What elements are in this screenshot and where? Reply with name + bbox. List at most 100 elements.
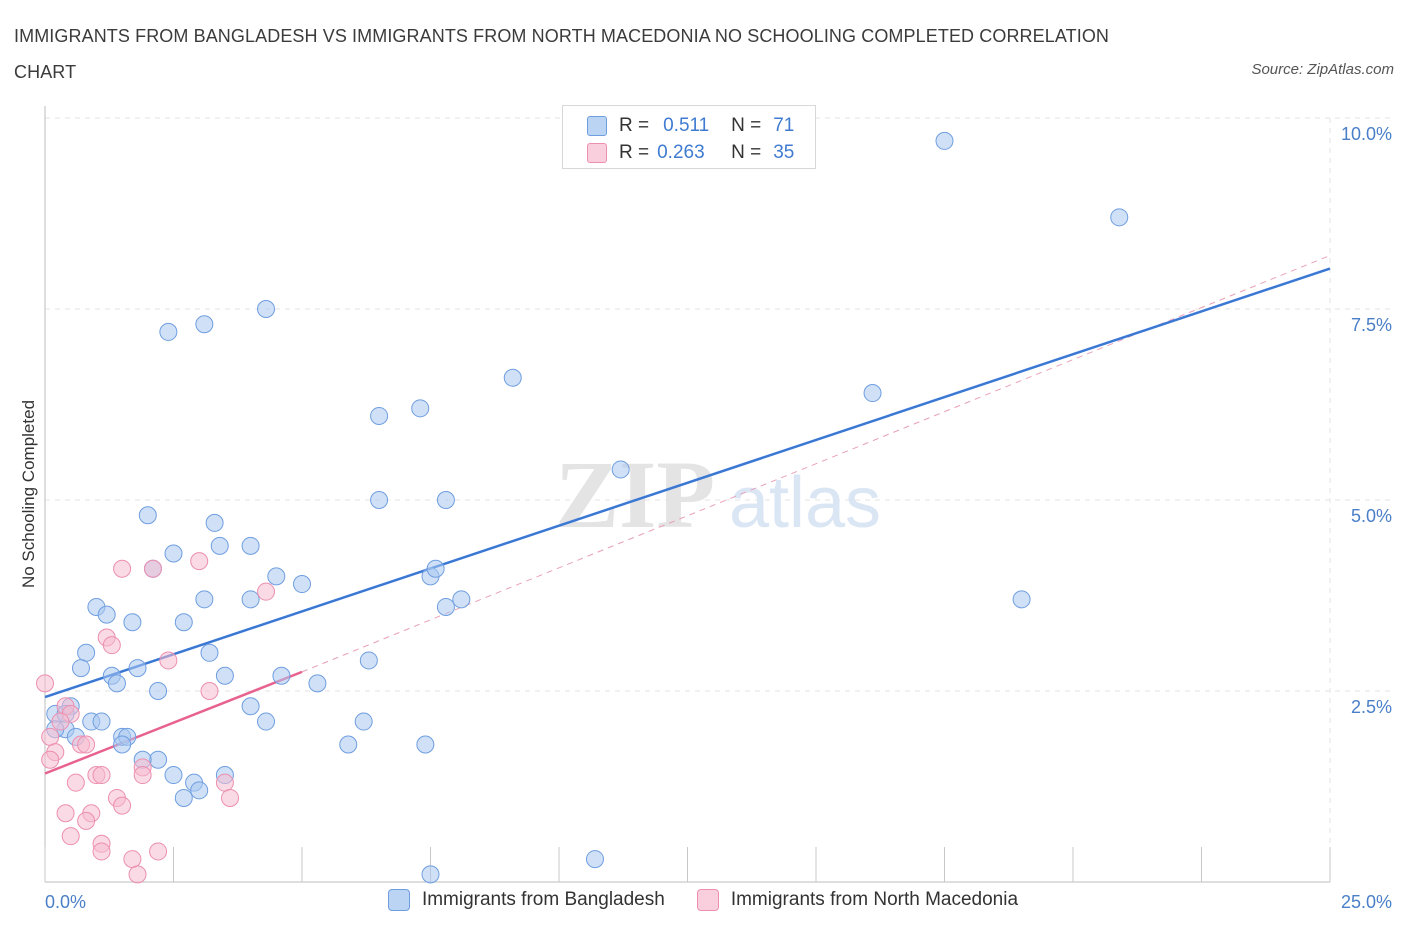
legend-item-north-macedonia: Immigrants from North Macedonia [696,889,1019,911]
point-bangladesh [113,735,132,754]
point-bangladesh [195,590,214,609]
point-bangladesh [370,406,389,425]
point-bangladesh [503,368,522,387]
point-north-macedonia [113,559,132,578]
legend-item-bangladesh: Immigrants from Bangladesh [387,889,665,911]
y-axis-label: No Schooling Completed [19,400,38,588]
point-north-macedonia [113,796,132,815]
point-north-macedonia [123,850,142,869]
legend-swatch-north-macedonia [587,143,607,163]
point-north-macedonia [149,842,168,861]
point-bangladesh [138,506,157,525]
point-bangladesh [123,613,142,632]
point-bangladesh [935,131,954,150]
legend-n-value: 71 [773,115,795,136]
point-bangladesh [71,659,90,678]
point-bangladesh [195,315,214,334]
y-tick-label: 7.5% [1351,315,1392,335]
point-bangladesh [97,605,116,624]
point-bangladesh [411,399,430,418]
legend-label-north-macedonia: Immigrants from North Macedonia [730,889,1019,910]
legend-row-north-macedonia: R = 0.263 N = 35 [587,141,794,165]
point-bangladesh [267,567,286,586]
point-north-macedonia [77,811,96,830]
point-north-macedonia [128,865,147,884]
point-bangladesh [92,712,111,731]
point-north-macedonia [36,674,54,693]
watermark-zip: ZIP [555,441,715,548]
point-bangladesh [190,781,209,800]
legend-n-label: N = [731,115,762,136]
series-legend: Immigrants from Bangladesh Immigrants fr… [0,889,1406,911]
point-north-macedonia [215,773,234,792]
point-north-macedonia [92,766,111,785]
point-bangladesh [308,674,327,693]
trend-line-1 [44,670,303,775]
chart-title: IMMIGRANTS FROM BANGLADESH VS IMMIGRANTS… [14,26,1110,82]
point-north-macedonia [41,750,60,769]
point-bangladesh [421,865,440,884]
point-bangladesh [174,613,193,632]
point-bangladesh [107,674,126,693]
point-bangladesh [359,651,378,670]
point-bangladesh [241,590,260,609]
point-north-macedonia [66,773,85,792]
point-bangladesh [370,491,389,509]
point-bangladesh [128,659,147,678]
point-north-macedonia [102,636,121,655]
point-north-macedonia [143,559,162,578]
point-bangladesh [164,766,183,785]
point-bangladesh [149,682,168,700]
point-north-macedonia [190,552,209,571]
point-north-macedonia [257,582,276,601]
legend-r-value: 0.263 [657,142,705,163]
point-bangladesh [436,491,455,509]
legend-swatch-north-macedonia [696,889,719,911]
point-bangladesh [416,735,435,754]
point-north-macedonia [51,712,70,731]
point-bangladesh [257,300,276,318]
x-tick-label: 0.0% [45,892,86,912]
point-bangladesh [164,544,183,563]
point-bangladesh [354,712,373,731]
legend-r-label: R = [619,142,650,163]
trend-lines [44,255,1331,775]
legend-swatch-bangladesh [387,889,410,911]
point-bangladesh [339,735,358,754]
point-bangladesh [210,536,229,555]
point-north-macedonia [92,842,111,861]
point-north-macedonia [221,788,240,807]
legend-n-value: 35 [773,142,795,163]
point-bangladesh [426,559,445,578]
data-points [36,131,1129,884]
point-north-macedonia [133,766,152,785]
legend-label-bangladesh: Immigrants from Bangladesh [421,889,665,910]
legend-r-label: R = [619,115,650,136]
point-bangladesh [257,712,276,731]
legend-row-bangladesh: R = 0.511 N = 71 [587,114,794,138]
point-bangladesh [241,697,260,716]
point-north-macedonia [56,804,75,823]
point-north-macedonia [200,682,219,700]
point-bangladesh [149,750,168,769]
grid-lines [45,117,1390,882]
legend-n-label: N = [731,142,762,163]
source-label: Source: ZipAtlas.com [1251,61,1394,78]
point-bangladesh [241,536,260,555]
point-bangladesh [272,666,291,685]
watermark: ZIP atlas [555,441,881,548]
trend-extension-1 [301,255,1331,673]
point-north-macedonia [61,827,80,846]
y-tick-label: 5.0% [1351,506,1392,526]
ticks: 2.5% 5.0% 7.5% 10.0% 0.0% 25.0% [45,124,1392,912]
point-bangladesh [436,597,455,616]
point-bangladesh [205,513,224,532]
x-tick-label: 25.0% [1341,892,1392,912]
point-bangladesh [1110,208,1129,227]
point-bangladesh [585,850,604,869]
legend-swatch-bangladesh [587,116,607,136]
point-north-macedonia [159,651,178,670]
point-bangladesh [293,575,311,594]
y-tick-label: 2.5% [1351,697,1392,717]
